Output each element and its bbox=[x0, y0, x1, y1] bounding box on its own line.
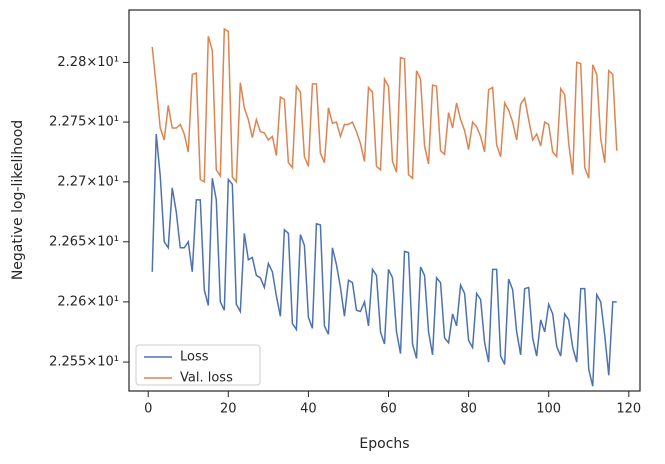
x-tick-label: 40 bbox=[300, 402, 317, 417]
x-tick-label: 0 bbox=[144, 402, 152, 417]
y-tick-label: 2.255×10¹ bbox=[49, 355, 119, 370]
x-tick-label: 80 bbox=[460, 402, 477, 417]
series-line bbox=[151, 133, 617, 387]
y-tick-label: 2.275×10¹ bbox=[49, 115, 119, 130]
legend-label: Val. loss bbox=[180, 371, 233, 386]
y-tick-label: 2.27×10¹ bbox=[57, 174, 119, 189]
x-tick-label: 100 bbox=[536, 402, 561, 417]
x-axis-label: Epochs bbox=[359, 436, 409, 452]
x-tick-label: 60 bbox=[380, 402, 397, 417]
legend-label: Loss bbox=[180, 350, 209, 365]
y-tick-label: 2.28×10¹ bbox=[57, 55, 119, 70]
legend-box bbox=[135, 344, 261, 386]
y-axis-label: Negative log-likelihood bbox=[10, 120, 26, 280]
y-tick-label: 2.265×10¹ bbox=[49, 234, 119, 249]
y-tick-label: 2.26×10¹ bbox=[57, 294, 119, 309]
series-line bbox=[151, 27, 618, 184]
x-tick-label: 20 bbox=[220, 402, 237, 417]
x-tick-label: 120 bbox=[616, 402, 641, 417]
plot-frame bbox=[128, 9, 641, 392]
